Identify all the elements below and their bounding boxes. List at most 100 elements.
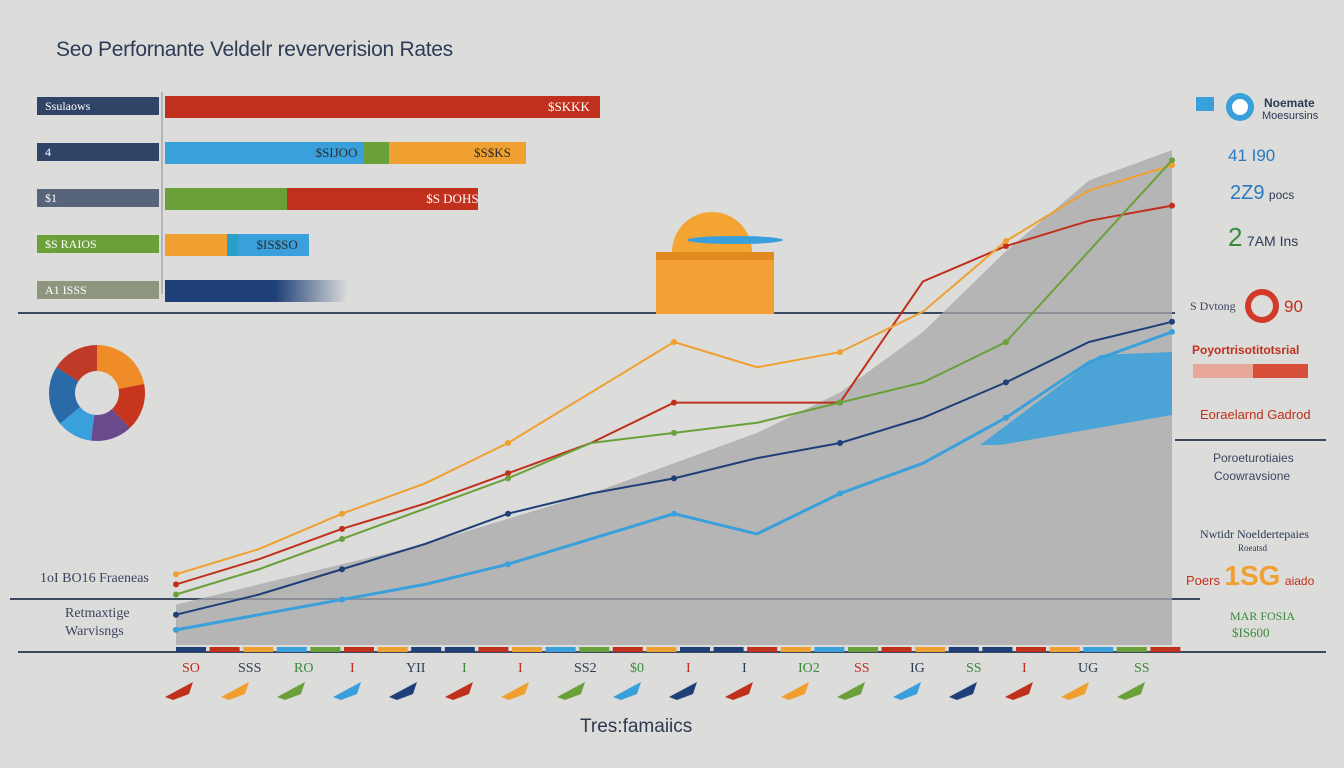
- series-point-0-10: [1003, 379, 1009, 386]
- arrow-mark-4: [389, 682, 417, 700]
- series-point-4-0: [173, 591, 179, 598]
- series-point-3-6: [671, 510, 677, 517]
- tick-label-7: SS2: [574, 661, 597, 676]
- bar-segment-1-1: [363, 142, 389, 164]
- orange-box-icon: [656, 212, 783, 314]
- blue-band: [980, 352, 1172, 445]
- tick-block-14: [646, 647, 677, 652]
- donut-slice-5: [56, 345, 97, 382]
- arrow-mark-7: [557, 682, 585, 700]
- left-label-2: Retmaxtige: [65, 606, 130, 621]
- gray-label-2: Coowravsione: [1214, 469, 1291, 483]
- tick-block-25: [1016, 647, 1046, 652]
- bar-value-2: $S DOHS: [426, 191, 479, 206]
- series-point-3-4: [505, 561, 511, 568]
- stat-3-unit: 7AM Ins: [1246, 233, 1299, 249]
- bar-label-0: Ssulaows: [37, 97, 159, 115]
- series-point-1-4: [505, 470, 511, 477]
- green-label-1: MAR FOSIA: [1230, 609, 1296, 623]
- orange-label: Eoraelarnd Gadrod: [1200, 407, 1311, 422]
- arrow-mark-5: [445, 682, 473, 700]
- series-point-2-8: [837, 349, 843, 356]
- series-point-2-0: [173, 571, 179, 578]
- bar-segment-0-0: [165, 96, 600, 118]
- tick-block-4: [310, 647, 341, 652]
- tick-block-5: [344, 647, 374, 652]
- arrow-mark-14: [949, 682, 977, 700]
- tick-block-3: [276, 647, 307, 652]
- arrow-mark-9: [669, 682, 697, 700]
- stat-2: 2Z9 pocs: [1230, 182, 1294, 205]
- donut-slice-0: [97, 345, 145, 389]
- green-label-2: $IS600: [1232, 625, 1270, 640]
- series-point-3-10: [1003, 414, 1009, 421]
- tick-label-9: I: [686, 661, 691, 676]
- series-point-4-4: [505, 475, 511, 482]
- tick-block-8: [444, 647, 475, 652]
- stat-1: 41 I90: [1228, 146, 1276, 165]
- tick-block-29: [1150, 647, 1181, 652]
- arrow-mark-11: [781, 682, 809, 700]
- tick-label-4: YII: [406, 661, 426, 676]
- tick-label-5: I: [462, 661, 467, 676]
- stat-4-label: S Dvtong: [1190, 299, 1236, 313]
- arrow-mark-15: [1005, 682, 1033, 700]
- tick-label-17: SS: [1134, 661, 1150, 676]
- bar-value-1: $S$KS: [474, 145, 511, 160]
- stat-4-value: 90: [1284, 297, 1303, 316]
- arrow-mark-13: [893, 682, 921, 700]
- logo-line-2: Moesursins: [1262, 110, 1319, 122]
- logo-inner-icon: [1232, 99, 1248, 115]
- bar-label-3: $S RAIOS: [37, 235, 159, 253]
- red-label: Poyortrisotitotsrial: [1192, 343, 1300, 357]
- big-stat-value: 1SG: [1224, 560, 1281, 591]
- bar-segment-2-1: [287, 188, 479, 210]
- left-label-3: Warvisngs: [65, 624, 124, 639]
- stat-3: 2 7AM Ins: [1228, 222, 1298, 253]
- series-point-2-6: [671, 339, 677, 345]
- nav-label-2: Roeatsd: [1238, 543, 1267, 553]
- tick-label-0: SO: [182, 661, 200, 676]
- series-point-0-8: [837, 440, 843, 446]
- area-fill: [176, 150, 1172, 645]
- tick-label-2: RO: [294, 661, 313, 676]
- tick-block-15: [680, 647, 710, 652]
- series-point-4-12: [1169, 157, 1175, 164]
- tick-block-19: [814, 647, 845, 652]
- donut-slice-2: [90, 409, 130, 441]
- arrow-mark-10: [725, 682, 753, 700]
- tick-block-18: [780, 647, 811, 652]
- bar-label-1: 4: [37, 143, 159, 161]
- bar-value-0: $SKKK: [548, 99, 590, 114]
- tick-label-1: SSS: [238, 661, 261, 676]
- tick-block-20: [848, 647, 878, 652]
- left-label-1: 1oI BO16 Fraeneas: [40, 571, 149, 586]
- tick-block-21: [881, 647, 912, 652]
- series-point-3-12: [1169, 328, 1175, 335]
- tick-label-15: I: [1022, 661, 1027, 676]
- tick-block-22: [915, 647, 946, 652]
- series-point-0-2: [339, 566, 345, 573]
- bar-segment-1-2: [388, 142, 527, 164]
- tick-block-16: [713, 647, 744, 652]
- red-bar-highlight: [1193, 364, 1253, 378]
- series-point-1-0: [173, 581, 179, 588]
- series-point-1-12: [1169, 202, 1175, 209]
- tick-label-6: I: [518, 661, 523, 676]
- bar-fade-4: [274, 280, 348, 302]
- target-icon: [1245, 289, 1279, 323]
- arrow-mark-16: [1061, 682, 1089, 700]
- tick-label-13: IG: [910, 661, 925, 676]
- bar-segment-3-2: [238, 234, 309, 256]
- bar-segment-3-1: [226, 234, 239, 256]
- bar-value-3: $IS$SO: [256, 237, 298, 252]
- tick-block-7: [411, 647, 442, 652]
- arrow-mark-12: [837, 682, 865, 700]
- bar-segment-1-0: [165, 142, 364, 164]
- nav-label-1: Nwtidr Noeldertepaies: [1200, 527, 1309, 541]
- bar-inner-label-1: $SIJOO: [315, 145, 358, 160]
- arrow-mark-3: [333, 682, 361, 700]
- donut-chart: [49, 345, 145, 441]
- series-point-3-2: [339, 596, 345, 603]
- line-series-group: [173, 157, 1175, 633]
